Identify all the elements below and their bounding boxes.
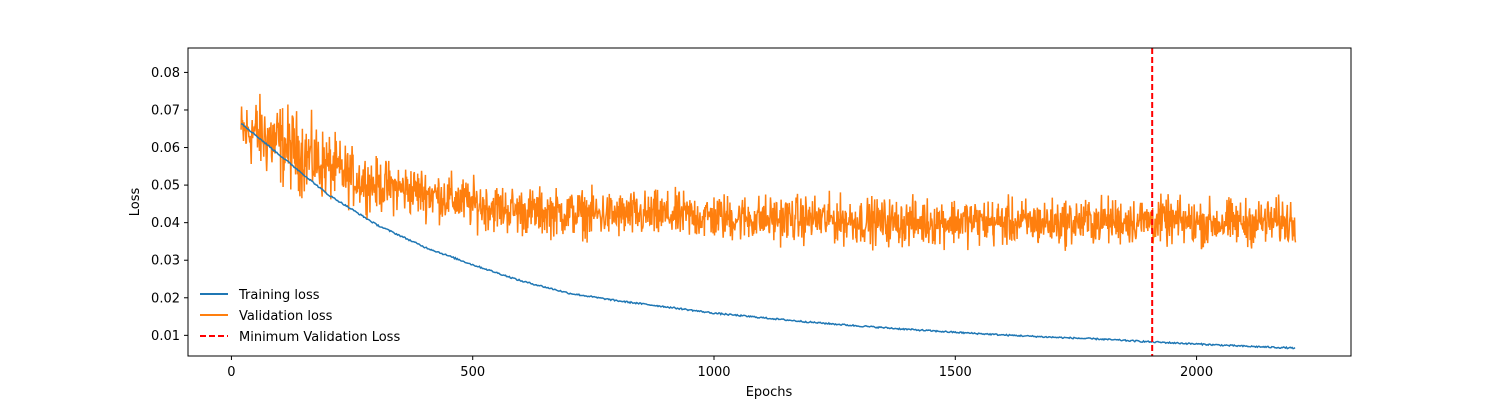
- y-tick-label: 0.03: [151, 254, 180, 269]
- x-axis-label: Epochs: [746, 385, 793, 400]
- legend-label-validation: Validation loss: [239, 309, 333, 324]
- training-loss-line: [240, 123, 1296, 350]
- plot-content: [240, 48, 1297, 356]
- legend-label-training: Training loss: [238, 288, 320, 303]
- y-tick-label: 0.04: [151, 216, 180, 231]
- x-tick-label: 500: [460, 365, 485, 380]
- y-axis-label: Loss: [128, 188, 143, 217]
- y-tick-label: 0.08: [151, 66, 180, 81]
- axes-frame: [187, 47, 1352, 357]
- y-tick-label: 0.06: [151, 141, 180, 156]
- legend: Training loss Validation loss Minimum Va…: [200, 288, 400, 345]
- legend-label-minimum: Minimum Validation Loss: [239, 330, 400, 345]
- x-axis: 0 500 1000 1500 2000: [227, 356, 1213, 380]
- x-tick-label: 2000: [1180, 365, 1213, 380]
- y-tick-label: 0.01: [151, 329, 180, 344]
- validation-loss-line: [240, 93, 1297, 251]
- y-tick-label: 0.05: [151, 179, 180, 194]
- x-tick-label: 1000: [697, 365, 730, 380]
- y-tick-label: 0.02: [151, 291, 180, 306]
- y-tick-label: 0.07: [151, 103, 180, 118]
- x-tick-label: 1500: [939, 365, 972, 380]
- x-tick-label: 0: [227, 365, 235, 380]
- y-axis: 0.01 0.02 0.03 0.04 0.05 0.06 0.07 0.08: [151, 66, 188, 344]
